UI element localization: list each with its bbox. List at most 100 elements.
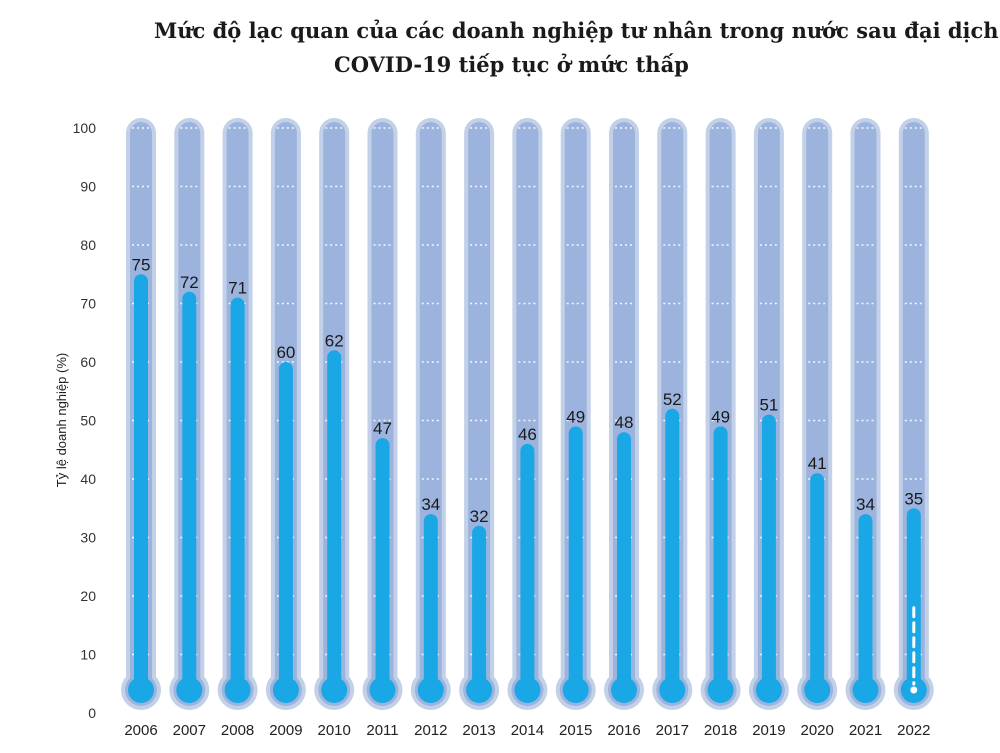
y-tick-label: 100 bbox=[73, 120, 97, 136]
value-bar bbox=[665, 408, 680, 690]
value-bar bbox=[182, 291, 197, 690]
y-tick-label: 10 bbox=[80, 647, 96, 663]
value-bulb bbox=[369, 677, 396, 703]
thermometer-tubes: 75 72 71 60 62 47 34 32 46 49 48 52 49 51 41 34 35 bbox=[121, 118, 934, 710]
value-bar bbox=[423, 514, 438, 690]
value-bulb bbox=[176, 677, 203, 703]
chart-title-line-1: Mức độ lạc quan của các doanh nghiệp tư … bbox=[154, 18, 999, 43]
value-bulb bbox=[128, 677, 154, 703]
value-bulb bbox=[417, 677, 444, 703]
value-bulb bbox=[562, 677, 589, 703]
y-tick-label: 40 bbox=[80, 471, 96, 487]
data-label: 52 bbox=[663, 390, 682, 409]
data-label: 34 bbox=[856, 495, 875, 514]
value-bulb bbox=[321, 677, 348, 703]
x-tick-label: 2016 bbox=[607, 722, 640, 739]
thermometer: 49 bbox=[700, 118, 741, 710]
value-bar bbox=[761, 414, 776, 690]
thermometer: 32 bbox=[459, 118, 500, 710]
x-tick-label: 2012 bbox=[414, 722, 447, 739]
thermometer: 34 bbox=[410, 118, 451, 710]
data-label: 32 bbox=[470, 507, 489, 526]
value-bulb bbox=[755, 677, 782, 703]
y-tick-label: 80 bbox=[80, 237, 96, 253]
chart-title-line-2: COVID-19 tiếp tục ở mức thấp bbox=[334, 52, 689, 77]
data-label: 49 bbox=[711, 407, 730, 426]
x-tick-label: 2009 bbox=[269, 722, 302, 739]
value-bulb bbox=[804, 677, 831, 703]
value-bulb bbox=[224, 677, 251, 703]
data-label: 46 bbox=[518, 425, 537, 444]
data-label: 49 bbox=[566, 407, 585, 426]
y-tick-label: 70 bbox=[80, 296, 96, 312]
data-label: 47 bbox=[373, 419, 392, 438]
x-tick-label: 2018 bbox=[704, 722, 737, 739]
thermometer: 71 bbox=[217, 118, 258, 710]
thermometer: 60 bbox=[265, 118, 306, 710]
thermometer: 62 bbox=[314, 118, 355, 710]
y-tick-label: 90 bbox=[80, 179, 96, 195]
thermometer: 52 bbox=[652, 118, 693, 710]
y-tick-label: 30 bbox=[80, 530, 96, 546]
thermometer: 49 bbox=[555, 118, 596, 710]
y-tick-label: 50 bbox=[80, 413, 96, 429]
data-label: 34 bbox=[421, 495, 440, 514]
x-tick-label: 2021 bbox=[849, 722, 882, 739]
value-bulb bbox=[659, 677, 686, 703]
value-bar bbox=[278, 362, 293, 690]
value-bulb bbox=[611, 677, 637, 703]
x-tick-label: 2008 bbox=[221, 722, 254, 739]
value-bulb bbox=[272, 677, 299, 703]
x-tick-label: 2007 bbox=[173, 722, 206, 739]
x-tick-label: 2010 bbox=[318, 722, 351, 739]
x-tick-label: 2011 bbox=[366, 722, 398, 739]
value-bar bbox=[375, 438, 390, 690]
thermometer: 34 bbox=[845, 118, 886, 710]
value-bar bbox=[327, 350, 342, 690]
thermometer: 41 bbox=[797, 118, 838, 710]
x-tick-label: 2019 bbox=[752, 722, 785, 739]
x-tick-label: 2014 bbox=[511, 722, 544, 739]
x-tick-label: 2015 bbox=[559, 722, 592, 739]
data-label: 41 bbox=[808, 454, 827, 473]
value-bar bbox=[472, 525, 487, 690]
y-tick-label: 20 bbox=[80, 588, 96, 604]
x-tick-label: 2006 bbox=[124, 722, 157, 739]
data-label: 62 bbox=[325, 331, 344, 350]
x-axis: 2006 2007 2008 2009 2010 2011 2012 2013 2014 2015… bbox=[124, 722, 930, 739]
dashed-marker-dot bbox=[910, 686, 918, 694]
data-label: 48 bbox=[615, 413, 634, 432]
y-tick-label: 60 bbox=[80, 354, 96, 370]
value-bar bbox=[134, 274, 148, 690]
thermometer: 47 bbox=[362, 118, 403, 710]
thermometer: 46 bbox=[507, 118, 548, 710]
value-bar bbox=[906, 508, 921, 690]
thermometer: 72 bbox=[169, 118, 210, 710]
value-bar bbox=[713, 426, 728, 690]
value-bar bbox=[568, 426, 583, 690]
value-bar bbox=[520, 443, 535, 690]
data-label: 72 bbox=[180, 273, 199, 292]
data-label: 75 bbox=[132, 255, 151, 274]
thermometer: 35 bbox=[893, 118, 934, 710]
x-tick-label: 2022 bbox=[897, 722, 930, 739]
value-bulb bbox=[466, 677, 493, 703]
value-bulb bbox=[852, 677, 879, 703]
data-label: 35 bbox=[904, 489, 923, 508]
x-tick-label: 2020 bbox=[801, 722, 834, 739]
y-axis: 0 10 20 30 40 50 60 70 80 90 100 bbox=[73, 120, 97, 721]
value-bar bbox=[810, 473, 825, 690]
x-tick-label: 2013 bbox=[462, 722, 495, 739]
data-label: 60 bbox=[276, 343, 295, 362]
data-label: 51 bbox=[759, 396, 778, 415]
value-bar bbox=[617, 432, 631, 690]
y-tick-label: 0 bbox=[88, 705, 96, 721]
thermometer: 48 bbox=[604, 118, 644, 710]
value-bulb bbox=[514, 677, 541, 703]
data-label: 71 bbox=[228, 279, 247, 298]
value-bar bbox=[230, 297, 245, 690]
y-axis-label: Tỷ lệ doanh nghiệp (%) bbox=[54, 353, 69, 487]
thermometer: 75 bbox=[121, 118, 161, 710]
value-bar bbox=[858, 514, 873, 690]
